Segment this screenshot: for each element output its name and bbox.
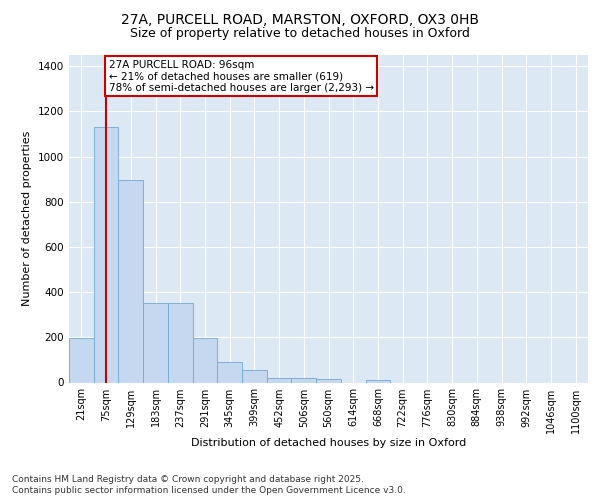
Bar: [292, 378, 316, 382]
Bar: [118, 180, 143, 382]
Text: Size of property relative to detached houses in Oxford: Size of property relative to detached ho…: [130, 28, 470, 40]
Text: Contains public sector information licensed under the Open Government Licence v3: Contains public sector information licen…: [12, 486, 406, 495]
Bar: [242, 370, 267, 382]
X-axis label: Distribution of detached houses by size in Oxford: Distribution of detached houses by size …: [191, 438, 466, 448]
Bar: [217, 362, 242, 382]
Text: 27A, PURCELL ROAD, MARSTON, OXFORD, OX3 0HB: 27A, PURCELL ROAD, MARSTON, OXFORD, OX3 …: [121, 12, 479, 26]
Bar: [69, 338, 94, 382]
Text: Contains HM Land Registry data © Crown copyright and database right 2025.: Contains HM Land Registry data © Crown c…: [12, 475, 364, 484]
Bar: [316, 379, 341, 382]
Bar: [193, 338, 217, 382]
Text: 27A PURCELL ROAD: 96sqm
← 21% of detached houses are smaller (619)
78% of semi-d: 27A PURCELL ROAD: 96sqm ← 21% of detache…: [109, 60, 374, 92]
Bar: [143, 304, 168, 382]
Bar: [267, 378, 292, 382]
Bar: [168, 304, 193, 382]
Bar: [365, 380, 390, 382]
Bar: [94, 128, 118, 382]
Y-axis label: Number of detached properties: Number of detached properties: [22, 131, 32, 306]
